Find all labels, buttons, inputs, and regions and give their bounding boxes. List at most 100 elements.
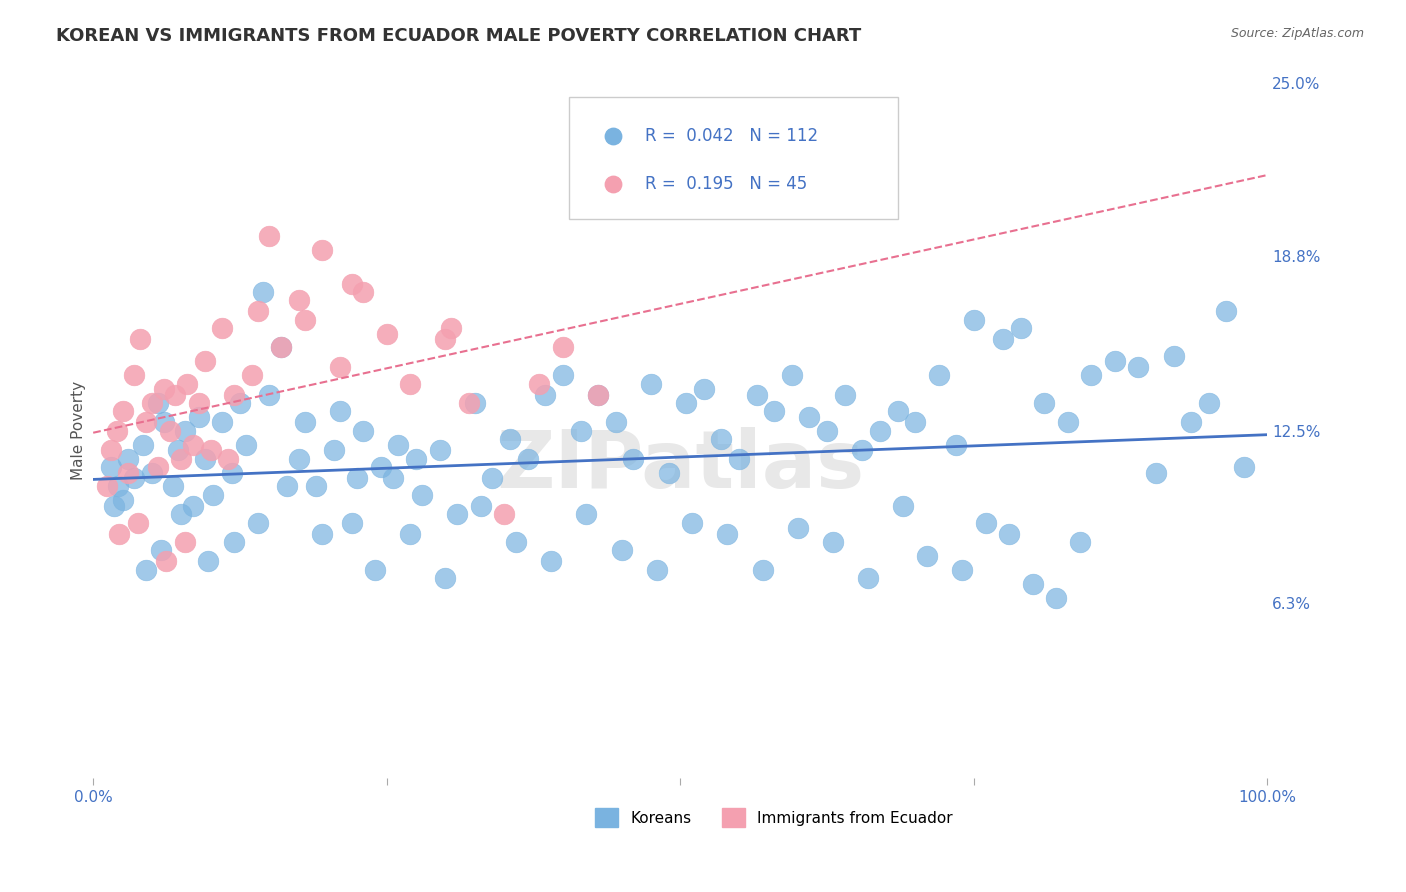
Point: [586, 387, 609, 401]
Point: [270, 341, 292, 355]
Point: [127, 516, 149, 530]
Point: [458, 396, 481, 410]
Point: [124, 471, 146, 485]
Point: [246, 304, 269, 318]
Point: [945, 438, 967, 452]
Point: [287, 293, 309, 308]
Point: [162, 479, 184, 493]
Point: [658, 466, 681, 480]
Point: [745, 387, 768, 401]
Point: [131, 438, 153, 452]
Point: [124, 368, 146, 383]
Point: [1104, 354, 1126, 368]
Point: [1045, 591, 1067, 605]
Point: [194, 451, 217, 466]
Point: [621, 451, 644, 466]
Point: [276, 479, 298, 493]
Point: [311, 243, 333, 257]
Point: [141, 466, 163, 480]
Point: [1033, 396, 1056, 410]
Point: [294, 312, 316, 326]
Point: [434, 332, 457, 346]
Text: R =  0.195   N = 45: R = 0.195 N = 45: [645, 175, 807, 194]
Point: [387, 438, 409, 452]
Point: [381, 471, 404, 485]
Point: [974, 516, 997, 530]
Point: [100, 459, 122, 474]
Point: [1215, 304, 1237, 318]
Point: [240, 368, 263, 383]
Point: [146, 396, 169, 410]
Point: [815, 424, 838, 438]
Point: [329, 359, 352, 374]
Point: [399, 376, 422, 391]
Point: [201, 488, 224, 502]
Point: [135, 563, 157, 577]
Point: [446, 507, 468, 521]
Point: [1021, 576, 1043, 591]
Point: [194, 354, 217, 368]
Text: R =  0.042   N = 112: R = 0.042 N = 112: [645, 127, 818, 145]
Point: [152, 416, 174, 430]
Point: [141, 396, 163, 410]
Point: [858, 571, 880, 585]
Point: [111, 404, 134, 418]
Point: [187, 396, 209, 410]
Point: [799, 409, 821, 424]
Point: [681, 516, 703, 530]
Point: [105, 424, 128, 438]
Point: [370, 459, 392, 474]
Point: [211, 416, 233, 430]
Point: [534, 387, 557, 401]
Point: [505, 535, 527, 549]
Point: [117, 466, 139, 480]
Point: [246, 516, 269, 530]
Point: [605, 416, 627, 430]
Point: [270, 341, 292, 355]
Point: [364, 563, 387, 577]
Point: [129, 332, 152, 346]
Point: [107, 479, 129, 493]
Point: [1010, 321, 1032, 335]
Point: [998, 526, 1021, 541]
Point: [229, 396, 252, 410]
Point: [675, 396, 697, 410]
Point: [100, 443, 122, 458]
Point: [950, 563, 973, 577]
Point: [915, 549, 938, 563]
Point: [494, 507, 516, 521]
Point: [87, 746, 110, 760]
Point: [135, 416, 157, 430]
Point: [217, 451, 239, 466]
Point: [499, 432, 522, 446]
Point: [1069, 535, 1091, 549]
Point: [346, 471, 368, 485]
Point: [405, 451, 427, 466]
Point: [728, 451, 751, 466]
Point: [963, 312, 986, 326]
Point: [329, 404, 352, 418]
Legend: Koreans, Immigrants from Ecuador: Koreans, Immigrants from Ecuador: [589, 802, 959, 833]
Text: ZIPatlas: ZIPatlas: [496, 426, 865, 505]
Point: [155, 554, 177, 568]
Point: [1163, 349, 1185, 363]
Point: [340, 516, 363, 530]
Point: [551, 341, 574, 355]
Point: [886, 404, 908, 418]
Text: KOREAN VS IMMIGRANTS FROM ECUADOR MALE POVERTY CORRELATION CHART: KOREAN VS IMMIGRANTS FROM ECUADOR MALE P…: [56, 27, 862, 45]
Point: [108, 526, 131, 541]
Point: [96, 479, 118, 493]
Point: [399, 526, 422, 541]
Point: [252, 285, 274, 299]
Point: [352, 285, 374, 299]
Point: [305, 479, 328, 493]
Point: [311, 526, 333, 541]
Point: [1080, 368, 1102, 383]
Point: [516, 451, 538, 466]
Point: [152, 382, 174, 396]
Point: [259, 229, 281, 244]
FancyBboxPatch shape: [569, 97, 897, 219]
Point: [904, 416, 927, 430]
Point: [87, 747, 110, 762]
Point: [1056, 416, 1078, 430]
